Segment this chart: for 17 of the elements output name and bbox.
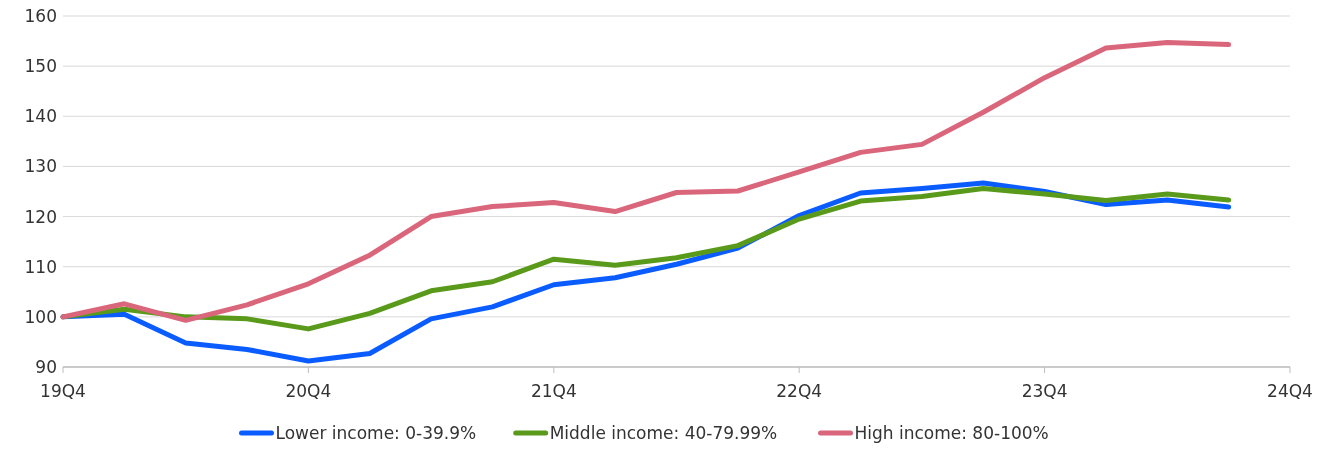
x-tick-label: 24Q4 — [1267, 381, 1313, 401]
y-tick-label: 120 — [24, 206, 57, 227]
legend-label: High income: 80-100% — [854, 422, 1049, 443]
x-tick-label: 23Q4 — [1021, 381, 1068, 401]
y-tick-label: 100 — [24, 306, 57, 327]
y-tick-label: 150 — [24, 56, 57, 77]
x-tick-label: 22Q4 — [776, 381, 823, 401]
x-tick-label: 20Q4 — [285, 381, 332, 401]
y-tick-label: 160 — [24, 5, 57, 26]
y-tick-label: 90 — [35, 356, 57, 377]
x-tick-label: 21Q4 — [530, 381, 577, 401]
y-tick-label: 140 — [24, 106, 57, 127]
legend-label: Lower income: 0-39.9% — [275, 422, 477, 443]
x-tick-label: 19Q4 — [40, 381, 86, 401]
y-tick-label: 110 — [24, 256, 57, 277]
legend-label: Middle income: 40-79.99% — [549, 422, 778, 443]
y-tick-label: 130 — [24, 156, 57, 177]
